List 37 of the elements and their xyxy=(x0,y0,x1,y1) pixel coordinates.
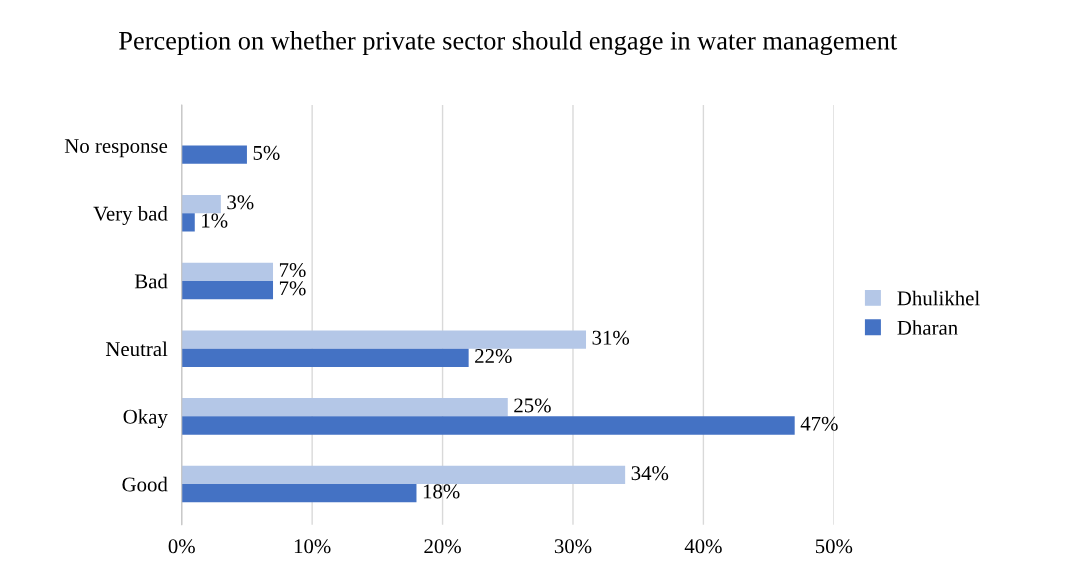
bar xyxy=(181,194,221,214)
bar xyxy=(181,465,626,485)
bar xyxy=(181,348,469,367)
bar xyxy=(181,280,274,300)
data-label: 22% xyxy=(475,348,512,364)
x-tick-label: 40% xyxy=(684,539,722,554)
data-label: 7% xyxy=(279,262,306,278)
x-tick-label: 50% xyxy=(815,539,853,554)
y-tick-label: No response xyxy=(64,139,168,158)
y-tick-label: Bad xyxy=(134,273,168,289)
bar xyxy=(181,484,417,503)
bar xyxy=(181,145,247,164)
x-tick-label: 30% xyxy=(554,539,592,554)
data-label: 1% xyxy=(202,213,228,228)
legend-label: Dhulikhel xyxy=(897,290,980,306)
legend-label: Dharan xyxy=(897,320,958,335)
y-tick-label: Okay xyxy=(123,409,168,429)
data-label: 31% xyxy=(592,330,630,345)
data-label: 18% xyxy=(423,484,460,499)
bar xyxy=(181,213,195,232)
data-label: 5% xyxy=(253,145,280,160)
y-tick-label: Very bad xyxy=(93,206,168,225)
y-tick-label: Neutral xyxy=(105,341,168,357)
data-label: 25% xyxy=(514,398,551,413)
data-label: 34% xyxy=(631,466,669,481)
data-label: 47% xyxy=(800,416,838,431)
bar xyxy=(181,330,587,349)
data-label: 7% xyxy=(279,281,306,296)
data-label: 3% xyxy=(227,195,254,210)
chart-title: Perception on whether private sector should engage in water management xyxy=(119,31,898,56)
x-tick-label: 0% xyxy=(168,539,195,554)
y-tick-label: Good xyxy=(122,476,168,492)
x-tick-label: 20% xyxy=(424,539,461,554)
bar xyxy=(181,262,274,281)
x-tick-label: 10% xyxy=(294,539,331,554)
bar xyxy=(181,416,795,435)
bar xyxy=(181,398,508,417)
